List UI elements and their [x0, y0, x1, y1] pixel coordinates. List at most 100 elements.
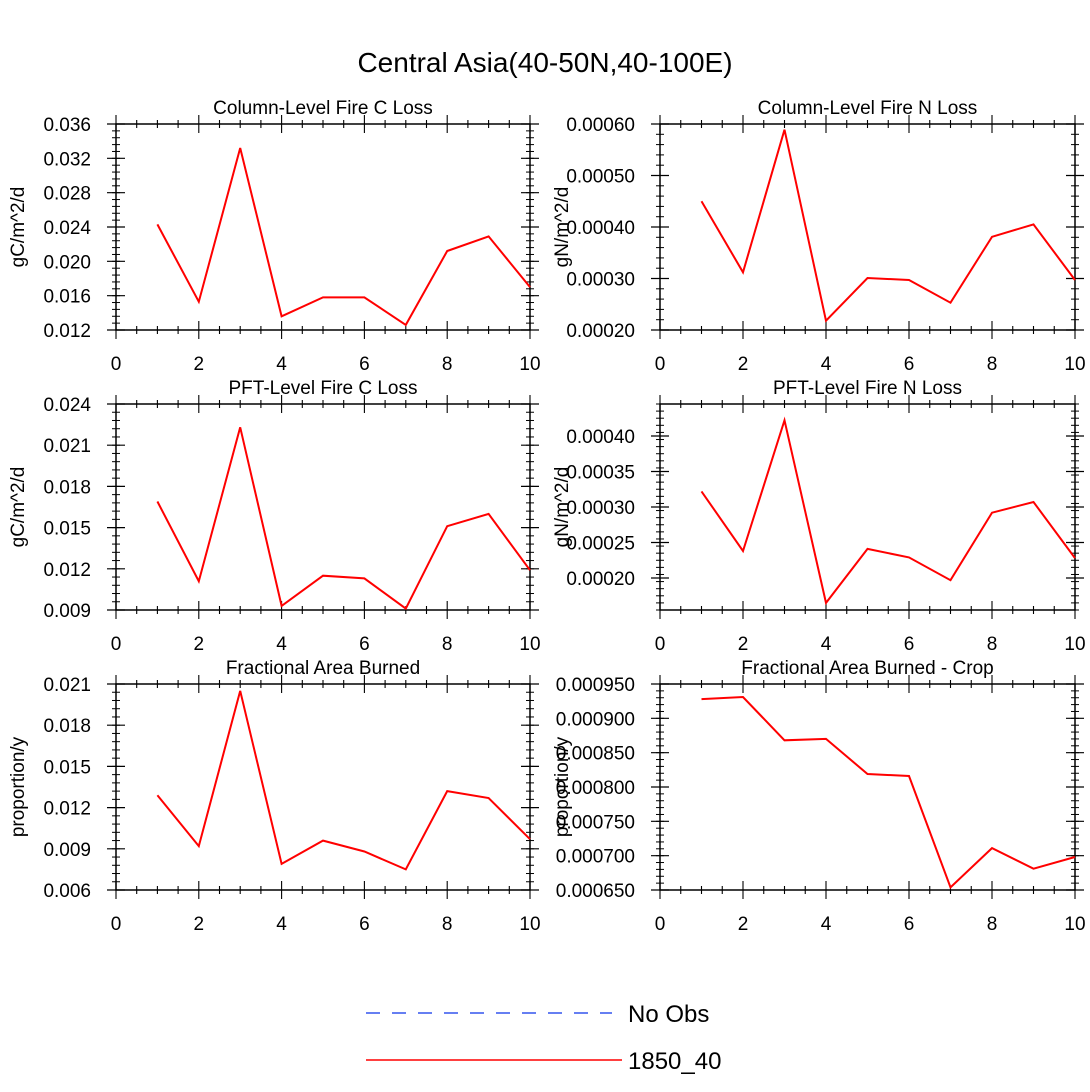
x-tick-label: 0 — [655, 634, 666, 655]
x-tick-label: 6 — [359, 354, 370, 375]
x-tick-label: 4 — [821, 634, 832, 655]
x-tick-label: 10 — [519, 354, 540, 375]
x-tick-label: 8 — [442, 914, 453, 935]
y-tick-label: 0.00030 — [566, 270, 635, 291]
y-tick-label: 0.020 — [43, 252, 91, 273]
x-tick-label: 10 — [519, 634, 540, 655]
y-tick-label: 0.021 — [43, 436, 91, 457]
x-tick-label: 6 — [904, 914, 915, 935]
y-tick-label: 0.000800 — [556, 778, 635, 799]
figure-title: Central Asia(40-50N,40-100E) — [357, 47, 732, 78]
y-tick-label: 0.00040 — [566, 427, 635, 448]
panel-title: Fractional Area Burned — [226, 658, 420, 679]
x-tick-label: 10 — [1064, 914, 1085, 935]
panel-title: PFT-Level Fire N Loss — [773, 378, 962, 399]
y-tick-label: 0.018 — [43, 477, 91, 498]
series-line-1850-40 — [156, 690, 531, 871]
y-tick-label: 0.009 — [43, 601, 91, 622]
y-axis-label: gN/m^2/d — [552, 187, 573, 268]
y-tick-label: 0.024 — [43, 218, 91, 239]
plot-frame — [115, 123, 531, 331]
x-tick-label: 10 — [519, 914, 540, 935]
series-line-1850-40 — [156, 147, 531, 327]
series-line-1850-40 — [700, 129, 1076, 323]
plot-frame — [115, 683, 531, 891]
y-tick-label: 0.028 — [43, 184, 91, 205]
x-tick-label: 6 — [904, 634, 915, 655]
x-tick-label: 4 — [821, 354, 832, 375]
x-tick-label: 2 — [194, 914, 205, 935]
panel-fractional-area-burned-crop: Fractional Area Burned - Crop proportion/… — [552, 658, 1086, 935]
y-tick-label: 0.000700 — [556, 847, 635, 868]
y-tick-label: 0.012 — [43, 560, 91, 581]
x-tick-label: 6 — [359, 914, 370, 935]
y-tick-label: 0.00020 — [566, 569, 635, 590]
panel-column-level-fire-c-loss: Column-Level Fire C Loss gC/m^2/d 0.012 0.0… — [8, 98, 541, 375]
plot-frame — [659, 123, 1076, 331]
y-tick-label: 0.032 — [43, 149, 91, 170]
y-tick-label: 0.021 — [43, 675, 91, 696]
y-tick-label: 0.00060 — [566, 115, 635, 136]
x-tick-label: 10 — [1064, 354, 1085, 375]
x-tick-label: 2 — [194, 354, 205, 375]
panel-pft-level-fire-c-loss: PFT-Level Fire C Loss gC/m^2/d 0.009 0.012 0… — [8, 378, 541, 655]
y-tick-label: 0.00050 — [566, 167, 635, 188]
legend-label-no-obs: No Obs — [628, 1001, 709, 1028]
y-tick-label: 0.006 — [43, 881, 91, 902]
panel-column-level-fire-n-loss: Column-Level Fire N Loss gN/m^2/d 0.00020 0… — [552, 98, 1086, 375]
x-tick-label: 8 — [442, 354, 453, 375]
x-tick-label: 8 — [987, 634, 998, 655]
x-tick-label: 2 — [738, 354, 749, 375]
x-tick-label: 4 — [276, 354, 287, 375]
y-tick-label: 0.000900 — [556, 709, 635, 730]
panel-title: Column-Level Fire C Loss — [213, 98, 433, 119]
x-tick-label: 4 — [821, 914, 832, 935]
x-tick-label: 6 — [359, 634, 370, 655]
y-tick-label: 0.000750 — [556, 812, 635, 833]
panel-title: Column-Level Fire N Loss — [758, 98, 978, 119]
y-tick-label: 0.000850 — [556, 744, 635, 765]
x-tick-label: 10 — [1064, 634, 1085, 655]
y-tick-label: 0.024 — [43, 395, 91, 416]
y-tick-label: 0.015 — [43, 519, 91, 540]
series-line-1850-40 — [701, 695, 1076, 890]
y-tick-label: 0.036 — [43, 115, 91, 136]
y-tick-label: 0.00030 — [566, 498, 635, 519]
x-tick-label: 4 — [276, 634, 287, 655]
panel-pft-level-fire-n-loss: PFT-Level Fire N Loss gN/m^2/d 0.00020 0.00… — [552, 378, 1086, 655]
x-tick-label: 0 — [111, 914, 122, 935]
y-axis-label: proportion/y — [552, 736, 573, 837]
y-axis-label: proportion/y — [8, 736, 29, 837]
y-tick-label: 0.00040 — [566, 218, 635, 239]
y-axis-label: gC/m^2/d — [8, 187, 29, 268]
panel-fractional-area-burned: Fractional Area Burned proportion/y 0.006 0… — [8, 658, 541, 935]
y-tick-label: 0.000950 — [556, 675, 635, 696]
y-tick-label: 0.012 — [43, 321, 91, 342]
y-tick-label: 0.00020 — [566, 321, 635, 342]
x-tick-label: 0 — [111, 634, 122, 655]
x-tick-label: 8 — [987, 914, 998, 935]
x-tick-label: 2 — [738, 634, 749, 655]
y-tick-label: 0.000650 — [556, 881, 635, 902]
x-tick-label: 2 — [738, 914, 749, 935]
y-axis-label: gC/m^2/d — [8, 467, 29, 548]
y-tick-label: 0.00035 — [566, 462, 635, 483]
x-tick-label: 6 — [904, 354, 915, 375]
x-tick-label: 2 — [194, 634, 205, 655]
legend: No Obs 1850_40 — [366, 1001, 721, 1075]
y-tick-label: 0.009 — [43, 840, 91, 861]
series-line-1850-40 — [700, 416, 1076, 606]
panel-title: PFT-Level Fire C Loss — [229, 378, 418, 399]
series-line-1850-40 — [156, 427, 531, 611]
x-tick-label: 0 — [655, 914, 666, 935]
y-tick-label: 0.012 — [43, 799, 91, 820]
y-tick-label: 0.00025 — [566, 534, 635, 555]
x-tick-label: 0 — [655, 354, 666, 375]
x-tick-label: 8 — [987, 354, 998, 375]
x-tick-label: 8 — [442, 634, 453, 655]
plot-frame — [115, 403, 531, 611]
panel-title: Fractional Area Burned - Crop — [741, 658, 993, 679]
legend-label-1850-40: 1850_40 — [628, 1048, 721, 1075]
y-axis-label: gN/m^2/d — [552, 467, 573, 548]
